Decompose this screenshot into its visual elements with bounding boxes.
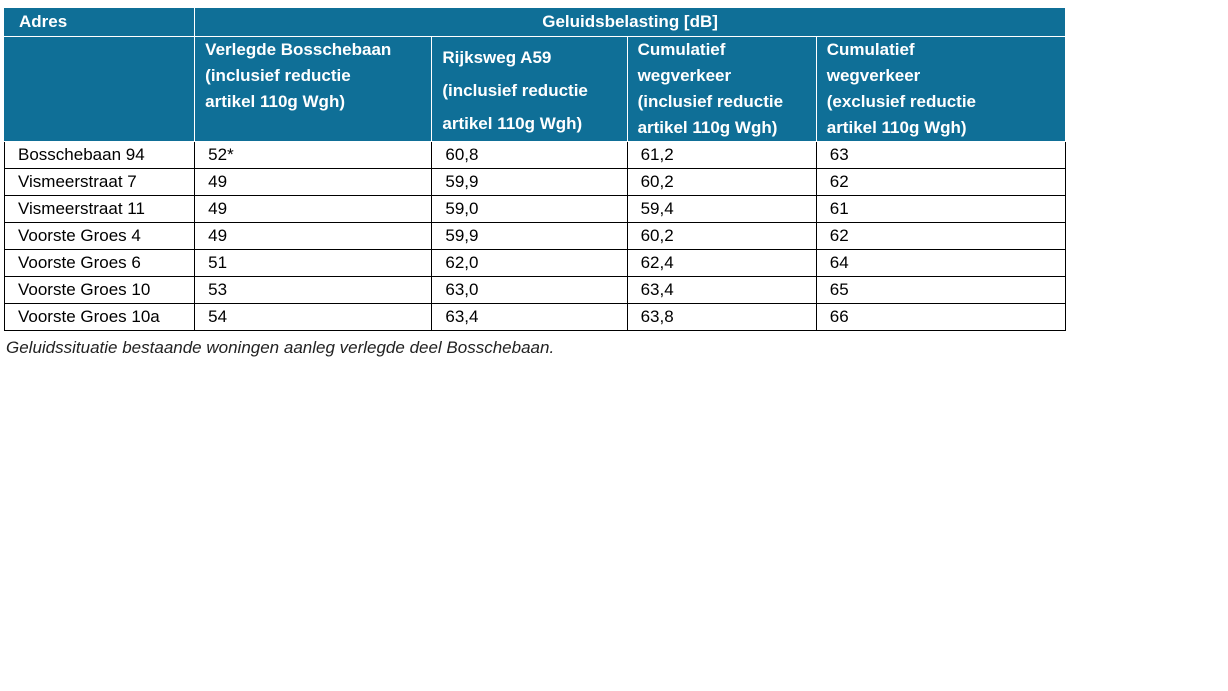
address-cell: Voorste Groes 10	[3, 276, 196, 304]
address-cell: Voorste Groes 10a	[3, 303, 196, 331]
value-cell: 62	[815, 168, 1067, 196]
value-cell: 63,4	[431, 303, 628, 331]
column-header-line: artikel 110g Wgh)	[826, 118, 967, 137]
column-header-verlegde-bosschebaan: Verlegde Bosschebaan (inclusief reductie…	[194, 36, 433, 142]
column-header-rijksweg-a59: Rijksweg A59 (inclusief reductie artikel…	[431, 36, 628, 142]
value-cell: 62	[815, 222, 1067, 250]
column-header-line: Cumulatief	[826, 40, 915, 59]
address-cell: Bosschebaan 94	[3, 141, 196, 169]
table-row: Voorste Groes 10 53 63,0 63,4 65	[3, 276, 1067, 304]
value-cell: 59,9	[431, 222, 628, 250]
value-cell: 49	[194, 222, 433, 250]
value-cell: 60,2	[626, 168, 817, 196]
table-caption: Geluidssituatie bestaande woningen aanle…	[6, 338, 555, 357]
column-header-line: (exclusief reductie	[826, 92, 977, 111]
address-cell: Vismeerstraat 7	[3, 168, 196, 196]
value-cell: 66	[815, 303, 1067, 331]
table-row: Bosschebaan 94 52* 60,8 61,2 63	[3, 141, 1067, 169]
value-cell: 63	[815, 141, 1067, 169]
table-row: Voorste Groes 4 49 59,9 60,2 62	[3, 222, 1067, 250]
column-header-line: (inclusief reductie	[205, 66, 351, 85]
value-cell: 49	[194, 168, 433, 196]
value-cell: 64	[815, 249, 1067, 277]
value-cell: 61	[815, 195, 1067, 223]
address-cell: Voorste Groes 4	[3, 222, 196, 250]
table-row: Voorste Groes 6 51 62,0 62,4 64	[3, 249, 1067, 277]
table-row: Voorste Groes 10a 54 63,4 63,8 66	[3, 303, 1067, 331]
column-header-line: Rijksweg A59	[442, 47, 552, 67]
column-header-line: Verlegde Bosschebaan	[205, 40, 392, 59]
noise-level-table: Adres Geluidsbelasting [dB] Verlegde Bos…	[3, 8, 1067, 331]
column-header-line: (inclusief reductie	[442, 80, 588, 100]
column-header-line: artikel 110g Wgh)	[442, 113, 583, 133]
value-cell: 52*	[194, 141, 433, 169]
address-cell: Voorste Groes 6	[3, 249, 196, 277]
value-cell: 65	[815, 276, 1067, 304]
value-cell: 54	[194, 303, 433, 331]
value-cell: 62,0	[431, 249, 628, 277]
value-cell: 59,9	[431, 168, 628, 196]
address-column-header: Adres	[3, 8, 196, 37]
value-cell: 63,8	[626, 303, 817, 331]
column-header-line: Cumulatief	[637, 40, 726, 59]
column-header-line: artikel 110g Wgh)	[637, 118, 778, 137]
value-cell: 61,2	[626, 141, 817, 169]
value-cell: 53	[194, 276, 433, 304]
address-cell: Vismeerstraat 11	[3, 195, 196, 223]
value-cell: 59,0	[431, 195, 628, 223]
value-cell: 60,2	[626, 222, 817, 250]
value-cell: 59,4	[626, 195, 817, 223]
table-row: Vismeerstraat 11 49 59,0 59,4 61	[3, 195, 1067, 223]
value-cell: 62,4	[626, 249, 817, 277]
column-header-cumulatief-inclusief: Cumulatief wegverkeer (inclusief reducti…	[626, 36, 817, 142]
address-header-blank-cell	[3, 36, 196, 142]
value-cell: 60,8	[431, 141, 628, 169]
value-cell: 63,0	[431, 276, 628, 304]
value-cell: 51	[194, 249, 433, 277]
noise-group-header: Geluidsbelasting [dB]	[194, 8, 1066, 37]
value-cell: 49	[194, 195, 433, 223]
column-header-line: (inclusief reductie	[637, 92, 784, 111]
table-row: Vismeerstraat 7 49 59,9 60,2 62	[3, 168, 1067, 196]
column-header-cumulatief-exclusief: Cumulatief wegverkeer (exclusief reducti…	[815, 36, 1067, 142]
column-header-line: artikel 110g Wgh)	[205, 92, 345, 111]
value-cell: 63,4	[626, 276, 817, 304]
column-header-line: wegverkeer	[637, 66, 732, 85]
column-header-line: wegverkeer	[826, 66, 921, 85]
